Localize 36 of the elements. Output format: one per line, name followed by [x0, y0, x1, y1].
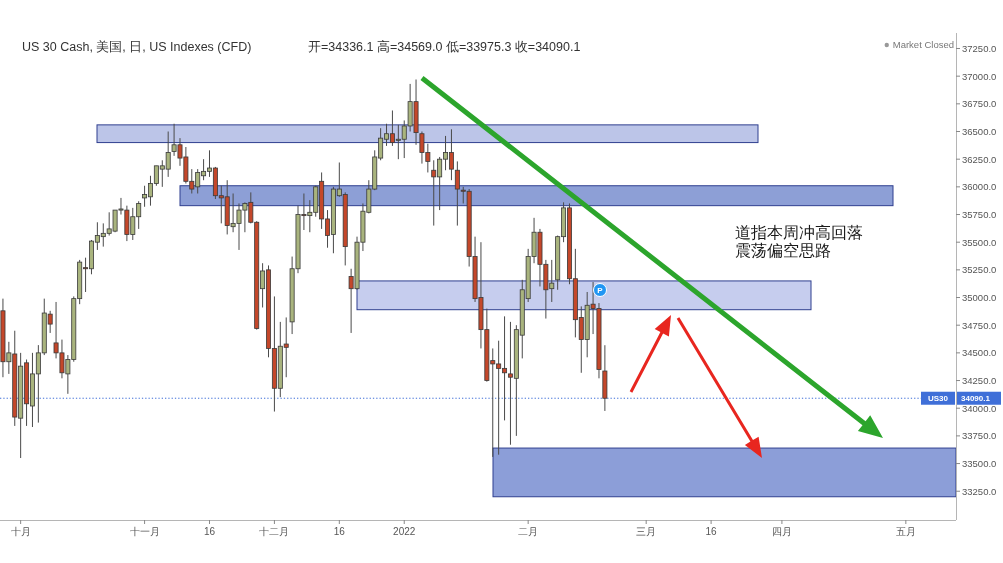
y-tick-label: 36250.0 — [962, 153, 997, 165]
y-tick-label: 34000.0 — [962, 402, 997, 414]
y-tick-label: 37250.0 — [962, 43, 997, 54]
y-tick-label: 34250.0 — [962, 375, 997, 387]
x-tick-label: 16 — [705, 526, 717, 537]
annotation: 34090.1 — [961, 394, 990, 404]
subtitle: 开=34336.1 高=34569.0 低=33975.3 收=34090.1 — [308, 40, 581, 54]
y-tick-label: 36500.0 — [962, 126, 997, 137]
x-tick-label: 四月 — [771, 526, 792, 537]
y-tick-label: 33750.0 — [962, 430, 997, 442]
x-tick-label: 二月 — [518, 526, 539, 537]
y-tick-label: 34750.0 — [962, 319, 997, 331]
y-tick-label: 33500.0 — [962, 458, 997, 470]
annotation: Market Closed — [892, 39, 954, 50]
y-tick-label: 35750.0 — [962, 209, 997, 220]
annotation: P — [597, 286, 603, 295]
x-tick-label: 16 — [203, 526, 216, 537]
y-tick-label: 34500.0 — [962, 347, 997, 359]
annotation: 道指本周冲高回落 — [735, 224, 863, 241]
x-tick-label: 2022 — [393, 526, 416, 537]
x-tick-label: 16 — [333, 526, 345, 537]
y-tick-label: 35000.0 — [962, 292, 997, 304]
y-tick-label: 37000.0 — [962, 70, 997, 82]
y-tick-label: 35250.0 — [962, 264, 997, 276]
annotation: 震荡偏空思路 — [735, 242, 831, 259]
x-tick-label: 十二月 — [259, 526, 290, 537]
x-tick-label: 三月 — [636, 526, 657, 537]
title: US 30 Cash, 美国, 日, US Indexes (CFD) — [22, 40, 252, 54]
x-tick-label: 十一月 — [129, 526, 160, 537]
ref-label: US30 — [928, 394, 948, 404]
y-tick-label: 35500.0 — [962, 236, 997, 248]
x-tick-label: 五月 — [895, 526, 916, 537]
y-tick-label: 36750.0 — [962, 98, 997, 110]
x-tick-label: 十月 — [10, 526, 31, 537]
y-tick-label: 33250.0 — [962, 485, 997, 497]
y-tick-label: 36000.0 — [962, 181, 997, 193]
